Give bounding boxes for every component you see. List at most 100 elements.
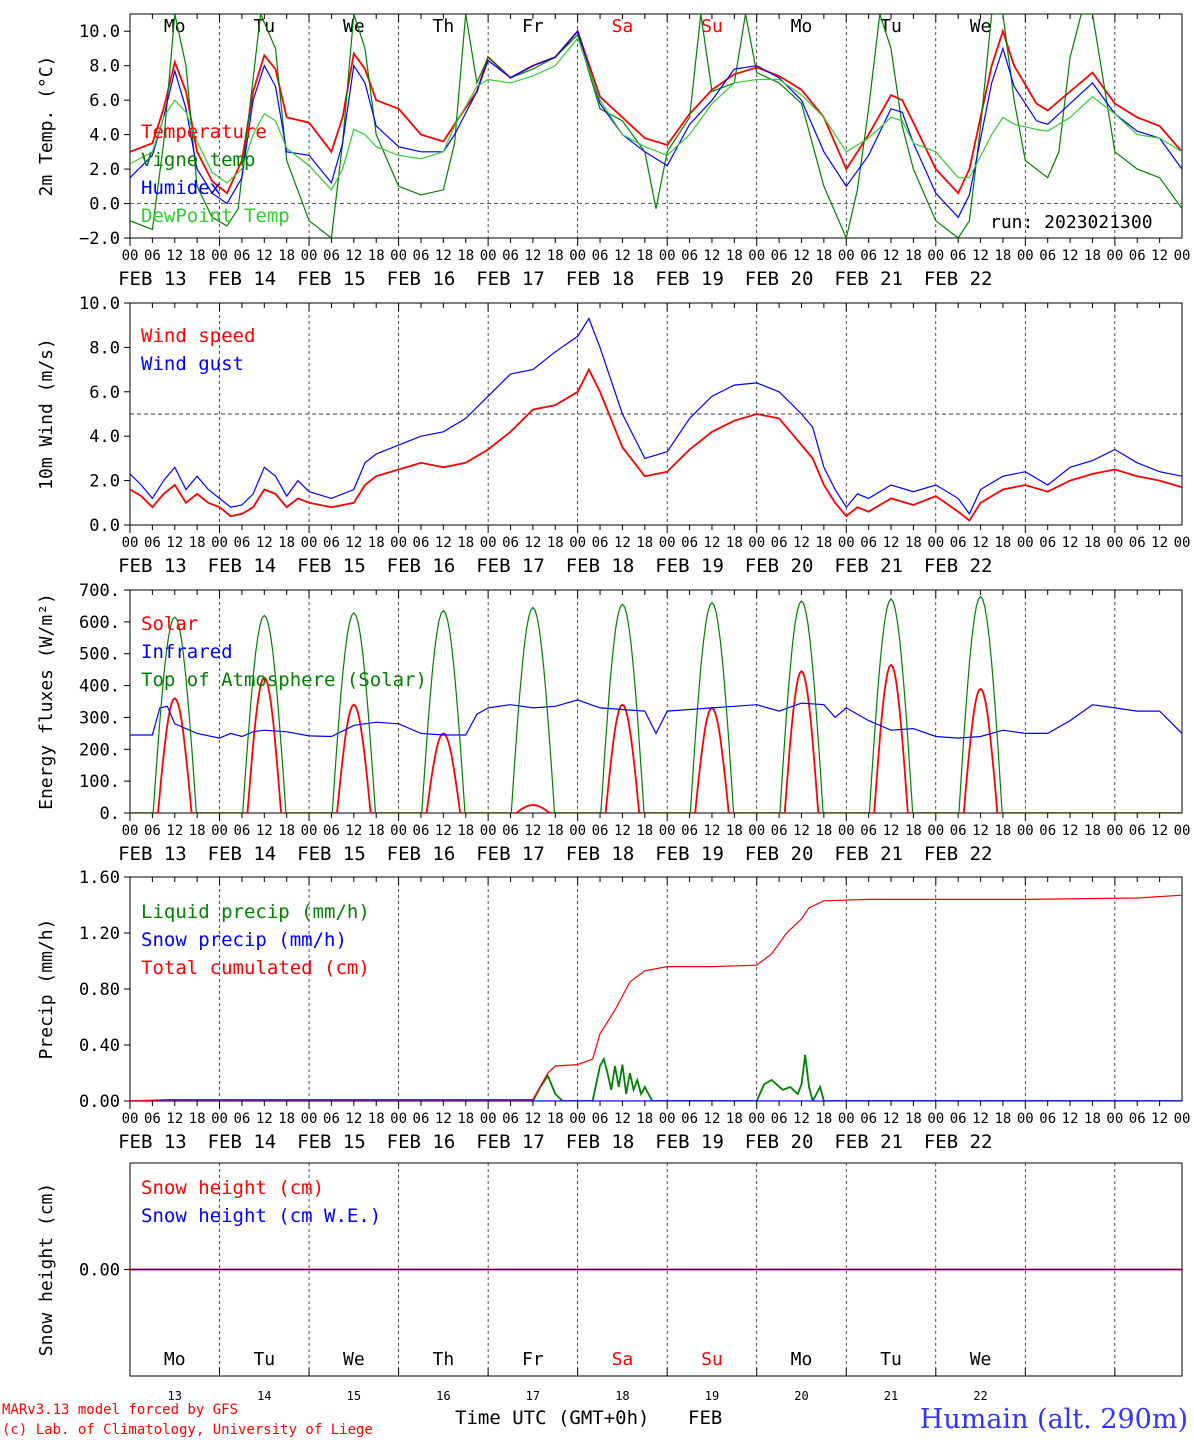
hour-tick-label: 00 bbox=[1017, 535, 1034, 551]
y-tick-label: 8.0 bbox=[89, 338, 120, 358]
hour-tick-label: 12 bbox=[256, 823, 273, 839]
hour-tick-label: 00 bbox=[1174, 823, 1191, 839]
legend-snow-height-cm-w-e-: Snow height (cm W.E.) bbox=[141, 1205, 381, 1227]
hour-tick-label: 06 bbox=[860, 535, 877, 551]
weekday-label: Th bbox=[433, 1349, 455, 1370]
legend-infrared: Infrared bbox=[141, 641, 233, 663]
hour-tick-label: 12 bbox=[256, 1111, 273, 1127]
date-label: FEB 15 bbox=[297, 555, 366, 577]
date-label: FEB 15 bbox=[297, 843, 366, 865]
day-number-label: 13 bbox=[168, 1389, 182, 1403]
hour-tick-label: 12 bbox=[435, 535, 452, 551]
day-number-label: 14 bbox=[257, 1389, 271, 1403]
date-label: FEB 17 bbox=[476, 1131, 545, 1153]
date-label: FEB 18 bbox=[566, 268, 635, 290]
hour-tick-label: 00 bbox=[748, 248, 765, 264]
hour-tick-label: 00 bbox=[122, 823, 139, 839]
hour-tick-label: 06 bbox=[771, 535, 788, 551]
hour-tick-label: 12 bbox=[435, 248, 452, 264]
hour-tick-label: 12 bbox=[614, 823, 631, 839]
hour-tick-label: 18 bbox=[636, 1111, 653, 1127]
hour-tick-label: 06 bbox=[233, 1111, 250, 1127]
hour-tick-label: 00 bbox=[122, 535, 139, 551]
hour-tick-label: 06 bbox=[144, 1111, 161, 1127]
y-tick-label: 8.0 bbox=[89, 57, 120, 77]
hour-tick-label: 12 bbox=[524, 535, 541, 551]
hour-tick-label: 00 bbox=[927, 1111, 944, 1127]
date-label: FEB 13 bbox=[118, 268, 187, 290]
y-tick-label: 400. bbox=[79, 677, 120, 697]
legend-wind-gust: Wind gust bbox=[141, 353, 244, 375]
hour-tick-label: 06 bbox=[413, 1111, 430, 1127]
series-line-dewpoint-temp bbox=[130, 36, 1182, 191]
day-number-label: 20 bbox=[794, 1389, 808, 1403]
date-label: FEB 15 bbox=[297, 1131, 366, 1153]
hour-tick-label: 18 bbox=[815, 823, 832, 839]
hour-tick-label: 06 bbox=[1129, 823, 1146, 839]
hour-tick-label: 06 bbox=[144, 248, 161, 264]
hour-tick-label: 00 bbox=[838, 535, 855, 551]
hour-tick-label: 18 bbox=[278, 823, 295, 839]
hour-tick-label: 12 bbox=[972, 823, 989, 839]
hour-tick-label: 06 bbox=[681, 1111, 698, 1127]
hour-tick-label: 06 bbox=[502, 535, 519, 551]
hour-tick-label: 12 bbox=[166, 248, 183, 264]
hour-tick-label: 00 bbox=[390, 535, 407, 551]
series-line-vigne-temp bbox=[130, 14, 1182, 238]
weekday-label: Mo bbox=[791, 16, 813, 37]
hour-tick-label: 00 bbox=[569, 535, 586, 551]
hour-tick-label: 18 bbox=[368, 535, 385, 551]
hour-tick-label: 12 bbox=[1151, 823, 1168, 839]
hour-tick-label: 12 bbox=[1151, 1111, 1168, 1127]
legend-total-cumulated-cm-: Total cumulated (cm) bbox=[141, 957, 370, 979]
legend-solar: Solar bbox=[141, 613, 198, 635]
hour-tick-label: 18 bbox=[547, 535, 564, 551]
day-number-label: 18 bbox=[615, 1389, 629, 1403]
hour-tick-label: 00 bbox=[1106, 535, 1123, 551]
hour-tick-label: 06 bbox=[950, 248, 967, 264]
hour-tick-label: 00 bbox=[480, 1111, 497, 1127]
date-label: FEB 21 bbox=[834, 555, 903, 577]
hour-tick-label: 06 bbox=[323, 248, 340, 264]
y-tick-label: 1.60 bbox=[79, 868, 120, 888]
y-tick-label: 10.0 bbox=[79, 294, 120, 314]
hour-tick-label: 12 bbox=[166, 823, 183, 839]
hour-tick-label: 18 bbox=[905, 1111, 922, 1127]
weekday-label: We bbox=[970, 16, 992, 37]
hour-tick-label: 06 bbox=[592, 1111, 609, 1127]
date-label: FEB 21 bbox=[834, 268, 903, 290]
hour-tick-label: 00 bbox=[1106, 823, 1123, 839]
date-label: FEB 16 bbox=[387, 843, 456, 865]
hour-tick-label: 18 bbox=[189, 823, 206, 839]
date-label: FEB 16 bbox=[387, 1131, 456, 1153]
hour-tick-label: 06 bbox=[413, 248, 430, 264]
hour-tick-label: 06 bbox=[681, 823, 698, 839]
date-label: FEB 15 bbox=[297, 268, 366, 290]
y-tick-label: 0.0 bbox=[89, 195, 120, 215]
hour-tick-label: 00 bbox=[659, 535, 676, 551]
hour-tick-label: 06 bbox=[860, 248, 877, 264]
date-label: FEB 20 bbox=[745, 555, 814, 577]
hour-tick-label: 18 bbox=[636, 535, 653, 551]
hour-tick-label: 06 bbox=[950, 823, 967, 839]
hour-tick-label: 18 bbox=[726, 535, 743, 551]
hour-tick-label: 00 bbox=[748, 823, 765, 839]
hour-tick-label: 06 bbox=[144, 823, 161, 839]
hour-tick-label: 18 bbox=[995, 248, 1012, 264]
hour-tick-label: 18 bbox=[457, 535, 474, 551]
hour-tick-label: 06 bbox=[592, 823, 609, 839]
hour-tick-label: 18 bbox=[368, 823, 385, 839]
series-line-solar bbox=[130, 663, 1182, 813]
y-tick-label: 1.20 bbox=[79, 924, 120, 944]
hour-tick-label: 18 bbox=[995, 535, 1012, 551]
hour-tick-label: 18 bbox=[547, 248, 564, 264]
date-label: FEB 20 bbox=[745, 268, 814, 290]
hour-tick-label: 06 bbox=[1129, 248, 1146, 264]
day-number-label: 16 bbox=[436, 1389, 450, 1403]
y-tick-label: 0. bbox=[100, 804, 120, 824]
y-tick-label: 4.0 bbox=[89, 427, 120, 447]
hour-tick-label: 06 bbox=[323, 1111, 340, 1127]
y-tick-label: 300. bbox=[79, 708, 120, 728]
date-label: FEB 13 bbox=[118, 1131, 187, 1153]
wind-series bbox=[130, 317, 1182, 522]
